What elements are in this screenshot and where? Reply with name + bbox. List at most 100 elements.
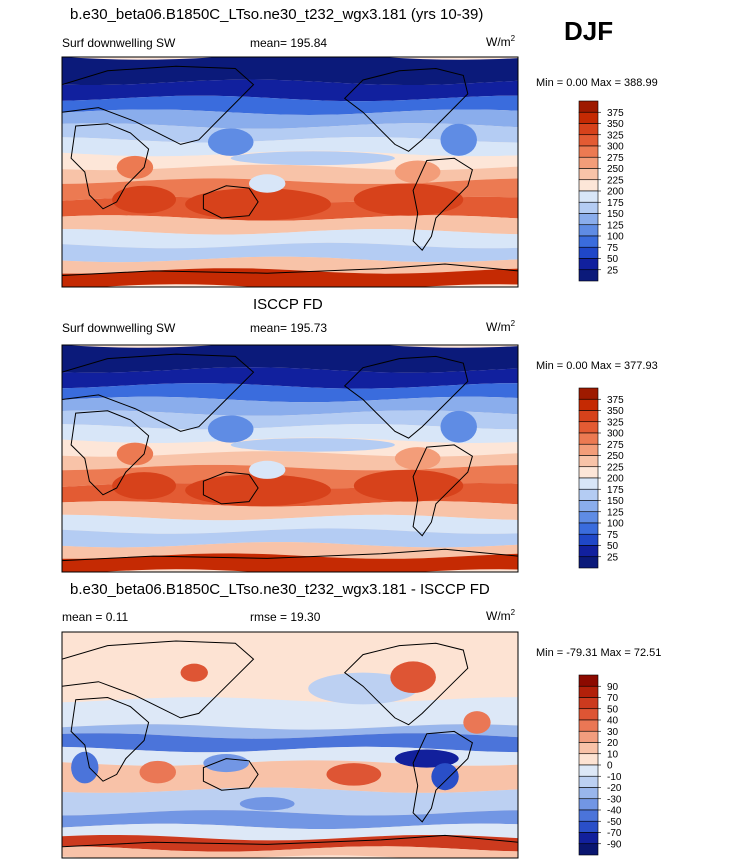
map-anomaly: [185, 188, 332, 221]
coastline: [62, 65, 255, 145]
coastline: [343, 642, 469, 726]
map-band: [62, 846, 518, 858]
panel1-unit-label: W/m2: [486, 34, 515, 49]
coastline: [412, 157, 473, 251]
colorbar-label: 250: [607, 164, 624, 175]
colorbar-segment: [578, 477, 599, 490]
colorbar-label: 350: [607, 119, 624, 130]
map-anomaly: [203, 754, 249, 773]
map-anomaly: [440, 123, 477, 156]
map-anomaly: [390, 661, 436, 694]
colorbar-segment: [578, 421, 599, 434]
panel1-minmax: Min = 0.00 Max = 388.99: [536, 77, 658, 89]
colorbar-label: 175: [607, 198, 624, 209]
panel2-variable-label: Surf downwelling SW: [62, 321, 176, 335]
colorbar-segment: [578, 156, 599, 169]
colorbar-label: 200: [607, 187, 624, 198]
colorbar-label: 30: [607, 727, 619, 738]
map-band: [62, 656, 518, 703]
colorbar-segment: [578, 443, 599, 456]
map-anomaly: [207, 128, 254, 156]
colorbar-segment: [578, 111, 599, 124]
map-anomaly: [239, 796, 295, 811]
map-band: [62, 367, 518, 389]
coastline: [343, 67, 469, 152]
colorbar-label: -40: [607, 806, 622, 817]
map-band: [62, 501, 518, 521]
coastline: [62, 353, 255, 432]
colorbar-label: 25: [607, 552, 619, 563]
map-band: [62, 109, 518, 129]
colorbar-label: 0: [607, 761, 613, 772]
map-band: [62, 553, 518, 572]
colorbar-segment: [578, 730, 599, 743]
panel1-unit-sup: 2: [510, 34, 516, 43]
coastline: [62, 263, 518, 287]
map-anomaly: [308, 672, 418, 705]
colorbar-segment: [578, 201, 599, 214]
map-anomaly: [248, 460, 286, 479]
colorbar-label: -90: [607, 839, 622, 850]
map-anomaly: [326, 763, 382, 786]
map-anomaly: [394, 160, 441, 184]
colorbar-segment: [578, 708, 599, 721]
colorbar-segment: [578, 545, 599, 558]
colorbar-label: 75: [607, 530, 619, 541]
coastline: [202, 758, 259, 791]
colorbar-label: 350: [607, 406, 624, 417]
colorbar-segment: [578, 742, 599, 755]
map-band: [62, 724, 518, 739]
panel1-unit-base: W/m: [486, 35, 511, 49]
map-anomaly: [139, 760, 176, 784]
colorbar-segment: [578, 466, 599, 479]
colorbar-label: 125: [607, 220, 624, 231]
colorbar-segment: [578, 123, 599, 136]
map-band: [62, 514, 518, 534]
colorbar-label: 150: [607, 496, 624, 507]
panel3-unit-sup: 2: [510, 608, 516, 617]
colorbar-label: 175: [607, 485, 624, 496]
colorbar-segment: [578, 556, 599, 569]
colorbar-label: 10: [607, 749, 619, 760]
season-label: DJF: [564, 16, 614, 46]
map-field-1: [62, 57, 518, 287]
map-band: [62, 823, 518, 841]
map-band: [62, 229, 518, 249]
colorbar-label: -20: [607, 783, 622, 794]
panel3-unit-label: W/m2: [486, 608, 515, 623]
panel2-unit-label: W/m2: [486, 319, 515, 334]
map-field-2: [62, 345, 518, 572]
colorbar-segment: [578, 533, 599, 546]
colorbar-segment: [578, 511, 599, 524]
colorbar-segment: [578, 843, 599, 856]
coastline: [70, 410, 150, 496]
map-anomaly: [230, 438, 395, 452]
colorbar-segment: [578, 832, 599, 845]
panel2-mean-label: mean= 195.73: [250, 321, 328, 335]
map-anomaly: [394, 447, 441, 470]
map-band: [62, 697, 518, 730]
colorbar-label: -70: [607, 828, 622, 839]
colorbar-segment: [578, 455, 599, 468]
colorbar-label: 150: [607, 209, 624, 220]
colorbar-segment: [578, 410, 599, 423]
colorbar-segment: [578, 145, 599, 158]
colorbar-segment: [578, 213, 599, 226]
map-anomaly: [180, 663, 208, 682]
map-anomaly: [463, 711, 491, 734]
coastline: [70, 123, 150, 210]
coastline: [343, 355, 469, 439]
map-band: [62, 268, 518, 287]
panel1-title: b.e30_beta06.B1850C_LTso.ne30_t232_wgx3.…: [70, 6, 484, 23]
colorbar-segment: [578, 697, 599, 710]
map-anomaly: [112, 472, 176, 500]
map-anomaly: [230, 151, 395, 166]
colorbar-label: 225: [607, 175, 624, 186]
panel3-rmse-label: rmse = 19.30: [250, 610, 321, 624]
map-anomaly: [248, 174, 286, 193]
colorbar-label: 70: [607, 693, 619, 704]
panel2-unit-base: W/m: [486, 320, 511, 334]
map-anomaly: [71, 751, 99, 784]
coastline: [412, 730, 473, 823]
